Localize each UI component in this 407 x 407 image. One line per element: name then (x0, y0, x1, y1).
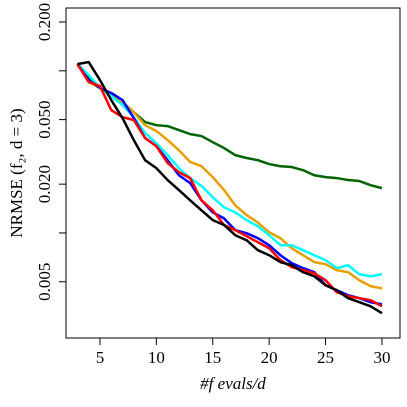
x-axis-label: #f evals/d (200, 374, 266, 393)
series-line (76, 63, 383, 190)
series-line (76, 63, 383, 308)
series-line (77, 60, 383, 315)
x-tick-label: 25 (317, 348, 334, 367)
y-axis-label: NRMSE (f₂, d = 3) (7, 108, 26, 237)
x-tick-label: 20 (261, 348, 278, 367)
y-tick-label: 0.005 (35, 263, 54, 301)
plot-frame (65, 7, 401, 339)
x-tick-label: 5 (96, 348, 105, 367)
y-tick-label: 0.200 (35, 3, 54, 41)
y-tick-label: 0.050 (35, 100, 54, 138)
series-line (76, 63, 383, 278)
x-tick-label: 10 (148, 348, 165, 367)
y-tick-label: 0.020 (35, 165, 54, 203)
x-tick-label: 15 (204, 348, 221, 367)
x-tick-label: 30 (373, 348, 390, 367)
series-line (76, 63, 383, 290)
